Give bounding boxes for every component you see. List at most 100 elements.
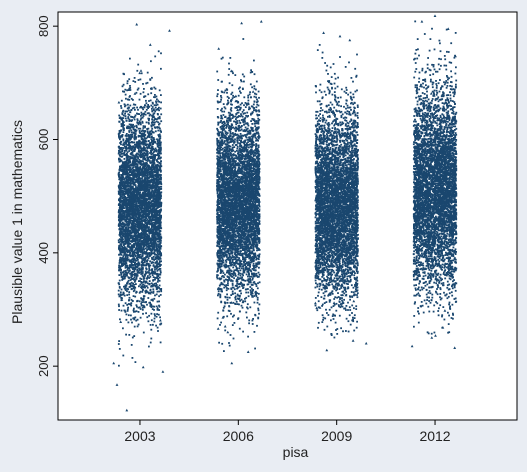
data-point (127, 288, 130, 291)
data-point (128, 96, 131, 98)
data-point (148, 112, 150, 115)
data-point (142, 230, 145, 233)
data-point (131, 119, 133, 121)
data-point (122, 238, 124, 241)
data-point (147, 168, 150, 171)
data-point (130, 120, 133, 122)
data-point (136, 188, 138, 190)
data-point (139, 217, 142, 220)
data-point (121, 221, 124, 224)
data-point (133, 239, 135, 242)
data-point (144, 243, 147, 246)
data-point (123, 216, 126, 218)
data-point (133, 128, 136, 131)
data-point (123, 152, 125, 155)
data-point (147, 215, 150, 218)
data-point (125, 318, 128, 321)
data-point (122, 260, 125, 263)
data-point (136, 118, 139, 121)
data-point (131, 157, 133, 160)
data-point (136, 112, 138, 115)
data-point (158, 246, 160, 249)
data-point (119, 256, 122, 259)
data-point (129, 282, 132, 285)
data-point (154, 236, 157, 238)
data-point (152, 159, 155, 161)
data-point (144, 201, 147, 204)
data-point (135, 231, 138, 234)
data-point (154, 198, 156, 200)
data-point (138, 280, 140, 282)
data-point (147, 271, 149, 273)
data-point (130, 223, 133, 226)
data-point (156, 138, 158, 141)
data-point (141, 271, 144, 273)
data-point (137, 224, 140, 227)
data-point (144, 177, 147, 179)
data-point (147, 190, 150, 193)
data-point (151, 202, 154, 205)
data-point (154, 96, 156, 99)
data-point (149, 113, 152, 116)
data-point (148, 238, 151, 241)
data-point (130, 124, 132, 127)
data-point (137, 134, 140, 137)
data-point (120, 206, 123, 209)
data-point (121, 232, 124, 234)
data-point (124, 190, 126, 193)
data-point (157, 258, 160, 261)
data-point (138, 173, 141, 176)
data-point (134, 262, 136, 265)
data-point (125, 119, 128, 122)
data-point (138, 214, 141, 216)
data-point (152, 155, 155, 157)
data-point (153, 228, 156, 231)
data-point (151, 285, 154, 288)
data-point (147, 291, 150, 294)
data-point (145, 214, 147, 217)
data-point (139, 159, 142, 162)
data-point (152, 236, 155, 238)
data-point (139, 135, 141, 137)
data-point (129, 279, 132, 281)
data-point (156, 244, 158, 247)
data-point (155, 268, 158, 270)
data-point (160, 197, 162, 200)
data-point (156, 287, 158, 289)
data-point (137, 191, 139, 193)
data-point (148, 119, 150, 122)
data-point (122, 193, 125, 196)
data-point (117, 293, 120, 296)
data-point (129, 155, 131, 158)
data-point (143, 146, 145, 148)
data-point (124, 259, 127, 261)
data-point (132, 235, 135, 238)
data-point (131, 253, 134, 255)
data-point (156, 180, 158, 183)
data-point (122, 203, 125, 205)
data-point (144, 274, 146, 277)
data-point (121, 214, 123, 217)
data-point (159, 233, 162, 236)
data-point (156, 277, 158, 279)
data-point (122, 121, 124, 123)
data-point (143, 250, 146, 253)
data-point (146, 224, 149, 227)
data-point (155, 100, 157, 103)
data-point (126, 251, 129, 253)
data-point (138, 271, 141, 274)
data-point (123, 162, 125, 165)
data-point (141, 213, 144, 216)
data-point (147, 105, 150, 107)
data-point (118, 131, 121, 133)
data-point (155, 108, 158, 111)
data-point (153, 180, 156, 183)
data-point (132, 166, 135, 169)
data-point (158, 166, 161, 169)
data-point (145, 219, 148, 222)
data-point (140, 136, 143, 139)
data-point (126, 281, 129, 283)
data-point (131, 206, 134, 209)
data-point (127, 142, 130, 145)
data-point (136, 121, 139, 124)
